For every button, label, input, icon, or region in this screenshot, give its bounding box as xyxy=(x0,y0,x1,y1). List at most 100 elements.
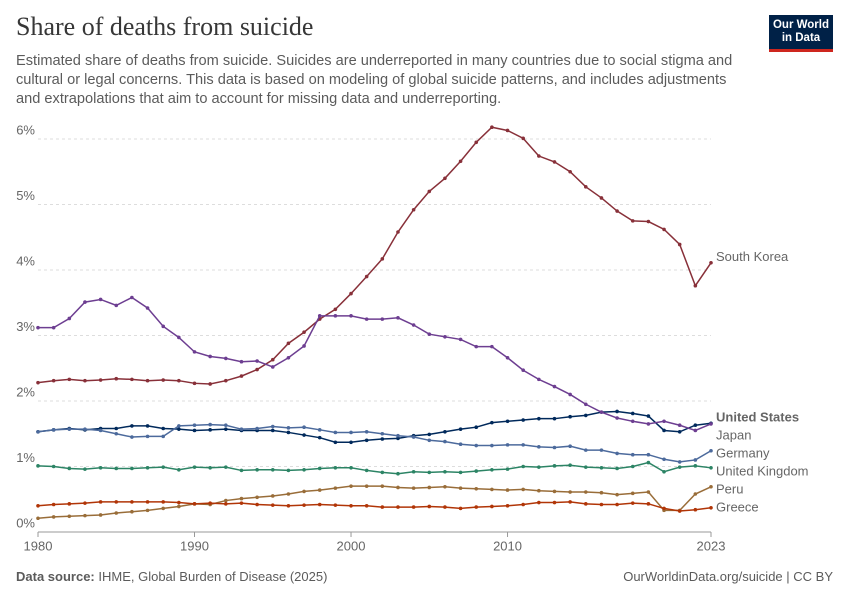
data-point xyxy=(161,434,166,439)
data-point xyxy=(474,486,479,491)
data-point xyxy=(427,432,432,437)
data-point xyxy=(255,495,259,500)
data-point xyxy=(302,503,306,507)
data-point xyxy=(270,503,275,507)
data-point xyxy=(380,437,385,441)
data-point xyxy=(83,513,87,518)
data-point xyxy=(224,502,228,506)
data-point xyxy=(537,500,541,505)
data-point xyxy=(537,377,541,382)
data-point xyxy=(286,504,291,508)
data-point xyxy=(677,429,682,434)
data-point xyxy=(36,516,40,521)
chart-title: Share of deaths from suicide xyxy=(16,12,314,41)
data-point xyxy=(239,468,244,473)
data-point xyxy=(130,500,134,504)
data-point xyxy=(630,411,635,416)
data-point xyxy=(83,467,87,471)
data-point xyxy=(317,466,322,471)
data-point xyxy=(662,457,666,462)
data-point xyxy=(192,428,197,433)
data-point xyxy=(364,429,369,434)
data-point xyxy=(83,378,87,383)
data-point xyxy=(364,468,369,473)
data-point xyxy=(36,380,40,385)
data-point xyxy=(114,500,119,504)
legend-label: South Korea xyxy=(716,249,789,264)
data-point xyxy=(67,502,72,506)
x-tick-label: 1980 xyxy=(24,538,53,553)
data-point xyxy=(458,159,463,164)
data-point xyxy=(192,502,197,506)
data-point xyxy=(67,427,72,431)
data-point xyxy=(270,365,275,369)
y-tick-label: 4% xyxy=(16,253,35,268)
data-point xyxy=(693,458,698,462)
data-point xyxy=(677,460,682,464)
data-point xyxy=(286,492,291,496)
data-point xyxy=(130,377,134,382)
data-point xyxy=(161,500,166,504)
legend-label: United Kingdom xyxy=(716,463,809,478)
data-point xyxy=(662,419,666,424)
data-point xyxy=(474,344,479,349)
data-point xyxy=(161,378,166,382)
data-point xyxy=(396,230,400,234)
data-point xyxy=(364,504,369,508)
data-point xyxy=(490,487,494,492)
y-tick-label: 1% xyxy=(16,450,35,465)
data-point xyxy=(98,466,103,470)
data-point xyxy=(568,169,572,174)
y-tick-label: 6% xyxy=(16,122,35,137)
data-point xyxy=(443,439,447,444)
data-point xyxy=(396,471,400,476)
data-point xyxy=(177,504,181,509)
data-point xyxy=(51,378,56,383)
data-point xyxy=(349,440,353,445)
source-url[interactable]: OurWorldinData.org/suicide | CC BY xyxy=(623,569,833,584)
data-point xyxy=(286,355,291,360)
data-point xyxy=(505,355,510,360)
data-point xyxy=(474,505,479,509)
data-point xyxy=(380,484,385,488)
data-point xyxy=(677,509,682,513)
data-point xyxy=(192,423,197,428)
data-point xyxy=(709,485,713,489)
data-point xyxy=(396,485,400,490)
data-point xyxy=(67,514,72,519)
data-point xyxy=(443,469,447,474)
data-point xyxy=(646,414,651,418)
data-point xyxy=(458,442,463,447)
data-point xyxy=(474,443,479,448)
data-point xyxy=(114,511,119,515)
data-point xyxy=(599,196,604,200)
data-point xyxy=(130,424,134,428)
data-point xyxy=(208,501,212,505)
data-point xyxy=(568,414,572,419)
data-point xyxy=(693,492,698,496)
data-point xyxy=(177,500,181,505)
data-point xyxy=(537,488,541,493)
data-point xyxy=(443,429,447,434)
logo[interactable]: Our World in Data xyxy=(769,15,833,52)
data-point xyxy=(490,504,494,509)
data-point xyxy=(302,344,306,348)
data-point xyxy=(286,468,291,473)
data-point xyxy=(568,444,572,448)
data-point xyxy=(411,435,416,439)
data-point xyxy=(709,260,713,265)
data-point xyxy=(521,443,525,447)
data-point xyxy=(552,500,557,505)
data-point xyxy=(505,128,510,133)
data-point xyxy=(521,136,525,141)
data-point xyxy=(224,356,228,361)
data-point xyxy=(239,496,244,501)
data-point xyxy=(458,486,463,490)
data-point xyxy=(349,504,353,508)
x-tick-label: 2023 xyxy=(697,538,726,553)
data-point xyxy=(177,335,181,340)
data-point xyxy=(599,466,604,470)
data-point xyxy=(677,423,682,428)
data-point xyxy=(552,160,557,164)
data-point xyxy=(83,427,87,431)
